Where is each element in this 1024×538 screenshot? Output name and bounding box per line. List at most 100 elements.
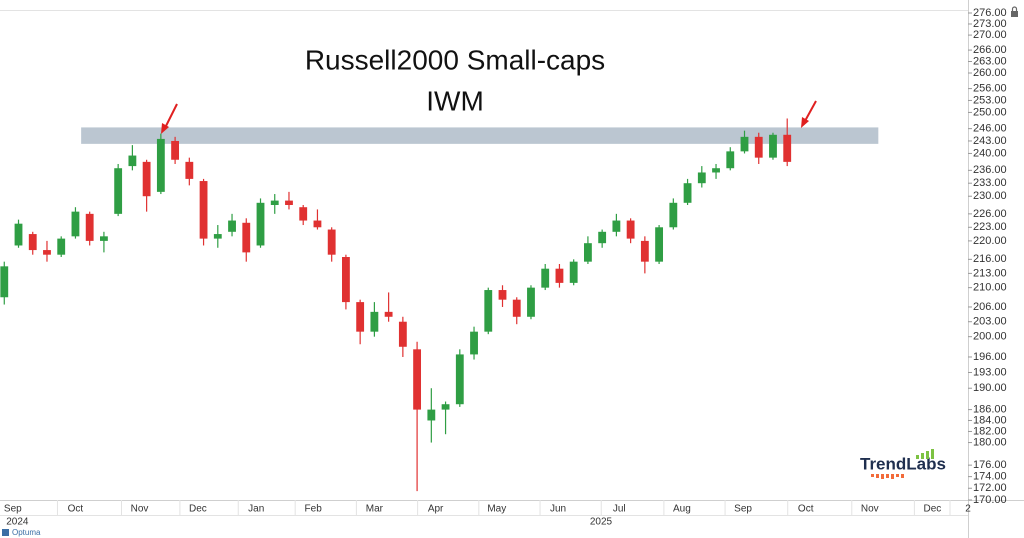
y-tick-label: 213.00 (973, 267, 1007, 279)
y-tick-label: 176.00 (973, 459, 1007, 471)
y-tick-label: 246.00 (973, 123, 1007, 135)
y-tick-label: 220.00 (973, 235, 1007, 247)
y-tick-label: 182.00 (973, 425, 1007, 437)
y-tick-label: 172.00 (973, 482, 1007, 494)
candle-body (484, 290, 493, 332)
x-tick-label: May (487, 504, 506, 515)
candle-body (313, 220, 322, 228)
y-tick-label: 186.00 (973, 404, 1007, 416)
candle-body (356, 302, 365, 332)
candle-body (527, 287, 535, 317)
candle-body (612, 220, 621, 232)
candle-body (270, 200, 279, 206)
y-tick-label: 250.00 (973, 106, 1007, 118)
candle-body (114, 168, 123, 214)
x-tick-label: Dec (924, 504, 942, 515)
candle-body (213, 234, 222, 239)
chart-subtitle: IWM (426, 85, 484, 116)
candle-body (43, 250, 51, 255)
y-tick-label: 266.00 (973, 44, 1007, 56)
year-label: 2024 (6, 517, 29, 528)
candle-body (285, 200, 293, 206)
candle-body (740, 136, 749, 152)
candle-body (683, 183, 692, 203)
candle-body (71, 211, 80, 237)
x-tick-label: 2 (965, 504, 971, 515)
candle-body (769, 134, 777, 158)
candle-body (754, 136, 763, 158)
candle-body (598, 231, 607, 244)
x-tick-label: Mar (366, 504, 384, 515)
candle-body (142, 161, 151, 197)
candle-body (626, 220, 635, 239)
candle-body (156, 138, 165, 192)
x-tick-label: Jan (248, 504, 264, 515)
y-tick-label: 270.00 (973, 29, 1007, 41)
candle-body (256, 202, 265, 246)
y-tick-label: 206.00 (973, 301, 1007, 313)
arrow-head (801, 117, 809, 128)
y-tick-label: 226.00 (973, 208, 1007, 220)
x-tick-label: Oct (798, 504, 814, 515)
candle-body (555, 268, 564, 283)
candle-layer (0, 118, 792, 492)
y-tick-label: 170.00 (973, 494, 1007, 506)
y-tick-label: 216.00 (973, 253, 1007, 265)
candle-body (640, 240, 649, 262)
candle-body (697, 172, 706, 184)
arrow (164, 103, 178, 129)
y-tick-label: 193.00 (973, 366, 1007, 378)
x-tick-label: Apr (428, 504, 444, 515)
candle-body (584, 243, 592, 262)
year-label: 2025 (590, 517, 613, 528)
y-tick-label: 260.00 (973, 67, 1007, 79)
y-tick-label: 210.00 (973, 282, 1007, 294)
source-icon (2, 529, 9, 536)
x-tick-label: Dec (189, 504, 207, 515)
resistance-band (81, 127, 879, 144)
x-tick-label: Nov (861, 504, 879, 515)
candle-body (199, 181, 208, 239)
candle-body (57, 238, 66, 255)
x-tick-label: Sep (734, 504, 752, 515)
y-tick-label: 190.00 (973, 382, 1007, 394)
candle-body (455, 354, 464, 405)
candle-body (413, 349, 422, 410)
candle-body (541, 268, 550, 288)
y-tick-label: 180.00 (973, 436, 1007, 448)
y-tick-label: 253.00 (973, 94, 1007, 106)
y-tick-label: 196.00 (973, 351, 1007, 363)
logo-text: TrendLabs (860, 454, 946, 473)
x-tick-label: Oct (68, 504, 84, 515)
y-tick-label: 233.00 (973, 177, 1007, 189)
x-tick-label: Sep (4, 504, 22, 515)
y-tick-label: 200.00 (973, 331, 1007, 343)
y-tick-label: 276.00 (973, 7, 1007, 19)
candle-body (569, 261, 578, 283)
candle-body (655, 227, 664, 262)
candle-body (712, 168, 720, 173)
x-tick-label: Aug (673, 504, 691, 515)
source-label: Optuma (12, 528, 41, 537)
candle-body (726, 151, 735, 169)
candle-body (427, 409, 436, 421)
candle-body (327, 229, 336, 255)
y-tick-label: 240.00 (973, 147, 1007, 159)
arrow-head (161, 123, 169, 134)
candle-body (512, 299, 521, 317)
logo: TrendLabs (860, 449, 946, 479)
band-layer (81, 127, 879, 144)
x-tick-label: Jun (550, 504, 566, 515)
y-tick-label: 223.00 (973, 221, 1007, 233)
y-tick-label: 184.00 (973, 414, 1007, 426)
candle-body (470, 331, 478, 355)
logo-bars (916, 449, 934, 459)
x-tick-label: Feb (305, 504, 323, 515)
candle-body (100, 236, 108, 241)
candle-body (14, 223, 23, 246)
x-tick-label: Jul (613, 504, 626, 515)
y-tick-label: 230.00 (973, 190, 1007, 202)
candle-body (28, 234, 37, 251)
